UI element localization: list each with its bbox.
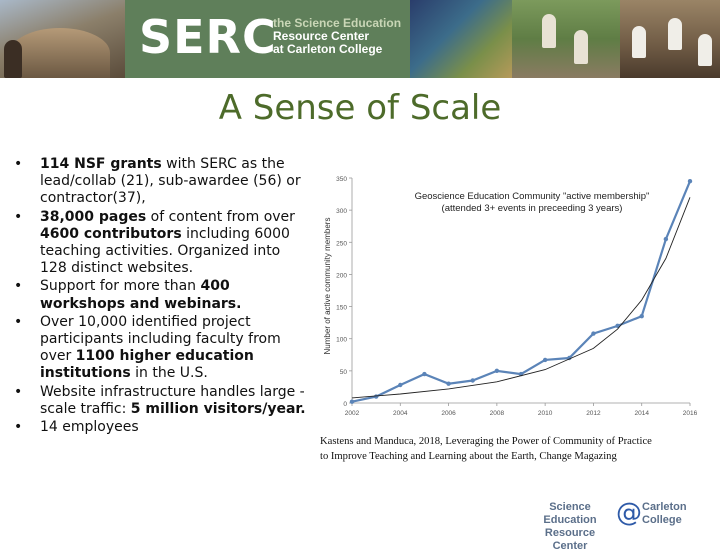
list-item: • 14 employees bbox=[14, 419, 310, 436]
y-tick-label: 300 bbox=[336, 208, 347, 215]
logo-sub-line3: at Carleton College bbox=[273, 42, 383, 56]
bullet-icon: • bbox=[14, 156, 23, 172]
page-title: A Sense of Scale bbox=[218, 88, 502, 128]
photo-figure bbox=[542, 14, 556, 48]
x-tick-label: 2014 bbox=[634, 410, 649, 417]
bullet-text: 14 employees bbox=[40, 419, 139, 436]
x-tick-label: 2002 bbox=[345, 410, 360, 417]
y-tick-label: 350 bbox=[336, 176, 347, 183]
data-point bbox=[542, 357, 548, 363]
list-item: • Over 10,000 identified project partici… bbox=[14, 314, 310, 383]
data-point bbox=[398, 382, 403, 388]
bullet-text: of content from over bbox=[146, 208, 295, 225]
logo-sub-line2: Resource Center bbox=[273, 29, 370, 43]
bullet-icon: • bbox=[14, 278, 23, 295]
data-point bbox=[663, 236, 669, 242]
bullet-bold: 400 workshops and webinars. bbox=[40, 278, 242, 312]
y-tick-label: 100 bbox=[336, 337, 347, 344]
photo-figure bbox=[574, 30, 588, 64]
y-tick-label: 50 bbox=[340, 369, 348, 376]
bullet-text: including 6000 teaching activities. Orga… bbox=[40, 225, 290, 277]
list-item: • Website infrastructure handles large -… bbox=[14, 384, 310, 418]
x-tick-label: 2008 bbox=[490, 410, 505, 417]
photo-figure bbox=[668, 18, 682, 50]
serc-logo-text: SERC bbox=[139, 10, 277, 64]
citation-line2: to Improve Teaching and Learning about t… bbox=[320, 451, 617, 462]
data-point bbox=[494, 368, 500, 374]
x-tick-label: 2016 bbox=[683, 410, 698, 417]
data-point bbox=[373, 394, 379, 399]
bullet-icon: • bbox=[14, 208, 23, 225]
photo-figure bbox=[632, 26, 646, 58]
x-tick-label: 2010 bbox=[538, 410, 553, 417]
membership-chart: Number of active community members Geosc… bbox=[323, 176, 698, 417]
bullet-text: with SERC as the lead/collab (21), sub-a… bbox=[40, 156, 301, 207]
y-tick-label: 150 bbox=[336, 305, 347, 312]
bullet-text: Website infrastructure handles large -sc… bbox=[40, 383, 305, 417]
data-point bbox=[349, 399, 355, 404]
bullet-bold: 38,000 pages bbox=[40, 208, 147, 225]
data-point bbox=[687, 179, 693, 184]
footer-logo-right: Carleton College bbox=[642, 501, 687, 527]
bullet-icon: • bbox=[14, 419, 23, 436]
bullet-bold: 1100 higher education institutions bbox=[40, 348, 254, 382]
y-tick-label: 0 bbox=[343, 401, 347, 408]
photo-figure bbox=[698, 34, 712, 66]
list-item: • Support for more than 400 workshops an… bbox=[14, 278, 310, 312]
photo-person bbox=[4, 40, 22, 78]
series-line-membership bbox=[351, 180, 692, 403]
y-tick-label: 200 bbox=[336, 272, 347, 279]
chart-plot-area: 0 50 100 150 200 250 300 350 2002 2004 2006 2008 201… bbox=[336, 176, 697, 417]
footer-line3: Carleton bbox=[642, 501, 687, 513]
bullet-bold: 4600 contributors bbox=[40, 225, 182, 242]
bullet-icon: • bbox=[14, 313, 23, 330]
data-point bbox=[446, 381, 451, 386]
bullet-icon: • bbox=[14, 383, 23, 400]
data-point bbox=[591, 331, 596, 336]
footer-logo: Science Education Resource Center @ Carl… bbox=[526, 498, 716, 552]
photo-earth bbox=[410, 0, 512, 78]
footer-line4: College bbox=[642, 514, 682, 526]
bullet-bold: 114 NSF grants bbox=[40, 156, 162, 172]
photo-hill bbox=[10, 28, 110, 78]
at-icon: @ bbox=[616, 498, 642, 528]
series-line-fit bbox=[351, 197, 691, 399]
x-tick-label: 2006 bbox=[441, 410, 456, 417]
bullet-text: Over 10,000 identified project participa… bbox=[40, 313, 281, 365]
data-point bbox=[639, 314, 644, 319]
bullet-bold: 5 million visitors/year. bbox=[130, 400, 306, 417]
header-banner: SERC the Science Education Resource Cent… bbox=[0, 0, 720, 78]
citation-line1: Kastens and Manduca, 2018, Leveraging th… bbox=[320, 436, 652, 447]
photo-classroom bbox=[620, 0, 720, 78]
chart-y-axis-label: Number of active community members bbox=[323, 218, 332, 355]
photo-geology bbox=[0, 0, 125, 78]
chart-title: Geoscience Education Community "active m… bbox=[415, 191, 650, 202]
serc-logo: SERC the Science Education Resource Cent… bbox=[125, 0, 410, 78]
citation: Kastens and Manduca, 2018, Leveraging th… bbox=[320, 434, 710, 464]
list-item: • 38,000 pages of content from over 4600… bbox=[14, 209, 310, 278]
y-tick-label: 250 bbox=[336, 240, 347, 247]
data-point bbox=[470, 378, 475, 383]
bullet-text: Support for more than bbox=[40, 278, 201, 295]
list-item: • 114 NSF grants with SERC as the lead/c… bbox=[14, 156, 310, 208]
bullet-list: • 114 NSF grants with SERC as the lead/c… bbox=[14, 156, 310, 437]
logo-sub-line1: the Science Education bbox=[273, 16, 402, 30]
footer-logo-left: Science Education Resource Center bbox=[526, 501, 614, 553]
photo-field-work bbox=[512, 0, 620, 78]
data-point bbox=[422, 371, 427, 377]
chart-subtitle: (attended 3+ events in preceeding 3 year… bbox=[442, 203, 623, 214]
bullet-text: in the U.S. bbox=[130, 365, 208, 382]
footer-line1: Science Education bbox=[543, 501, 597, 526]
data-point bbox=[615, 323, 620, 329]
x-tick-label: 2012 bbox=[586, 410, 601, 417]
serc-logo-subtitle: the Science Education Resource Center at… bbox=[273, 17, 401, 56]
footer-line2: Resource Center bbox=[544, 527, 596, 552]
x-tick-label: 2004 bbox=[393, 410, 408, 417]
